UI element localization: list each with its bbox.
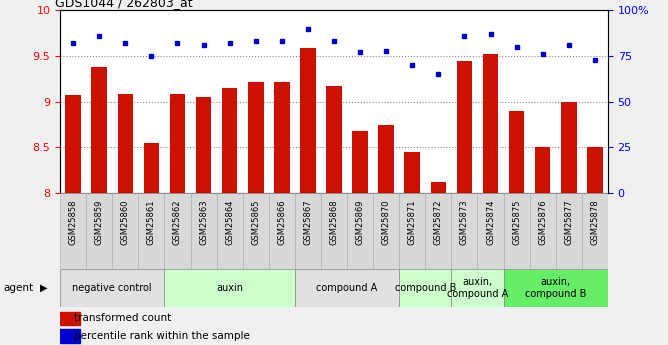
Bar <box>509 111 524 193</box>
Bar <box>164 193 190 269</box>
Bar <box>399 269 452 307</box>
Text: compound A: compound A <box>317 283 377 293</box>
Bar <box>352 131 368 193</box>
Text: GSM25866: GSM25866 <box>277 199 287 245</box>
Bar <box>504 269 608 307</box>
Bar <box>144 143 159 193</box>
Bar <box>483 54 498 193</box>
Bar <box>65 95 81 193</box>
Bar <box>556 193 582 269</box>
Bar <box>430 182 446 193</box>
Bar <box>530 193 556 269</box>
Text: GSM25876: GSM25876 <box>538 199 547 245</box>
Text: auxin,
compound B: auxin, compound B <box>525 277 587 299</box>
Bar <box>457 61 472 193</box>
Text: GSM25869: GSM25869 <box>355 199 365 245</box>
Bar <box>60 193 86 269</box>
Bar <box>300 48 316 193</box>
Bar <box>426 193 452 269</box>
Text: GSM25878: GSM25878 <box>591 199 599 245</box>
Bar <box>60 329 80 343</box>
Text: negative control: negative control <box>72 283 152 293</box>
Text: GSM25872: GSM25872 <box>434 199 443 245</box>
Bar <box>347 193 373 269</box>
Bar <box>60 312 80 325</box>
Bar <box>60 269 164 307</box>
Text: GDS1044 / 262803_at: GDS1044 / 262803_at <box>55 0 192 9</box>
Bar <box>138 193 164 269</box>
Text: auxin: auxin <box>216 283 243 293</box>
Bar <box>561 102 576 193</box>
Bar <box>373 193 399 269</box>
Text: auxin,
compound A: auxin, compound A <box>447 277 508 299</box>
Bar <box>190 193 216 269</box>
Bar <box>587 148 603 193</box>
Text: transformed count: transformed count <box>73 314 171 323</box>
Text: GSM25865: GSM25865 <box>251 199 261 245</box>
Text: GSM25863: GSM25863 <box>199 199 208 245</box>
Text: GSM25860: GSM25860 <box>121 199 130 245</box>
Bar <box>112 193 138 269</box>
Bar <box>164 269 295 307</box>
Bar <box>248 82 264 193</box>
Bar <box>92 67 107 193</box>
Text: GSM25875: GSM25875 <box>512 199 521 245</box>
Bar <box>535 148 550 193</box>
Bar <box>478 193 504 269</box>
Bar <box>399 193 426 269</box>
Bar <box>216 193 242 269</box>
Text: GSM25877: GSM25877 <box>564 199 573 245</box>
Text: ▶: ▶ <box>40 283 47 293</box>
Text: GSM25871: GSM25871 <box>407 199 417 245</box>
Text: compound B: compound B <box>395 283 456 293</box>
Bar <box>86 193 112 269</box>
Bar <box>295 269 399 307</box>
Bar <box>118 95 133 193</box>
Text: GSM25858: GSM25858 <box>69 199 77 245</box>
Bar <box>295 193 321 269</box>
Bar <box>222 88 238 193</box>
Text: GSM25868: GSM25868 <box>329 199 339 245</box>
Bar <box>170 95 185 193</box>
Text: agent: agent <box>3 283 33 293</box>
Text: GSM25862: GSM25862 <box>173 199 182 245</box>
Text: GSM25861: GSM25861 <box>147 199 156 245</box>
Text: GSM25870: GSM25870 <box>381 199 391 245</box>
Bar <box>452 269 504 307</box>
Bar <box>326 86 342 193</box>
Bar <box>274 82 290 193</box>
Bar <box>269 193 295 269</box>
Bar <box>582 193 608 269</box>
Text: GSM25874: GSM25874 <box>486 199 495 245</box>
Text: GSM25864: GSM25864 <box>225 199 234 245</box>
Text: GSM25873: GSM25873 <box>460 199 469 245</box>
Bar <box>378 125 394 193</box>
Bar <box>321 193 347 269</box>
Bar <box>242 193 269 269</box>
Text: GSM25859: GSM25859 <box>95 199 104 245</box>
Bar <box>196 97 211 193</box>
Text: GSM25867: GSM25867 <box>303 199 313 245</box>
Text: percentile rank within the sample: percentile rank within the sample <box>73 331 250 341</box>
Bar <box>504 193 530 269</box>
Bar <box>452 193 478 269</box>
Bar <box>404 152 420 193</box>
